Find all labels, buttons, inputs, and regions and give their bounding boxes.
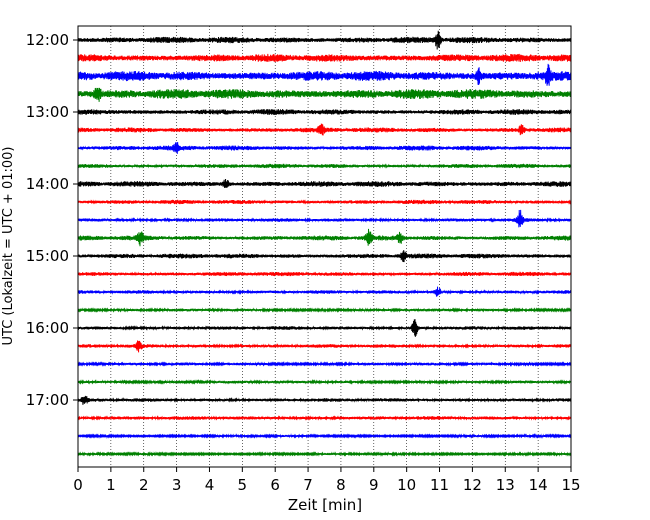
trace-1445 [77,228,572,247]
x-tick-label: 0 [73,476,83,494]
trace-1345 [77,163,572,169]
x-tick-label: 12 [463,476,482,494]
x-tick-label: 14 [529,476,548,494]
trace-1500 [77,250,572,263]
y-tick-label: 15:00 [26,247,69,265]
x-tick-label: 6 [270,476,280,494]
x-tick-label: 1 [106,476,116,494]
trace-1245 [77,87,572,102]
x-tick-label: 2 [139,476,149,494]
trace-1600 [77,319,572,337]
trace-1615 [77,340,572,353]
y-tick-label: 14:00 [26,175,69,193]
x-tick-label: 5 [238,476,248,494]
y-axis-label: UTC (Lokalzeit = UTC + 01:00) [1,147,16,346]
y-axis-ticks: 12:00 13:00 14:00 15:00 16:00 17:00 [26,31,78,409]
trace-1515 [77,271,572,277]
x-axis-label: Zeit [min] [288,496,362,514]
trace-1300 [77,108,572,116]
trace-1200 [77,30,572,50]
y-tick-label: 16:00 [26,319,69,337]
x-tick-label: 8 [336,476,346,494]
trace-group [77,30,572,457]
trace-1545 [77,307,572,313]
trace-1630 [77,361,572,367]
trace-1315 [77,123,572,136]
y-tick-label: 12:00 [26,31,69,49]
trace-1700 [77,395,572,405]
x-axis-ticks: 0 1 2 3 4 5 6 7 8 9 10 11 12 13 14 15 [73,467,581,494]
x-tick-label: 3 [172,476,182,494]
x-tick-label: 7 [303,476,313,494]
x-tick-label: 15 [561,476,580,494]
plot-frame [77,25,572,468]
x-tick-label: 13 [496,476,515,494]
trace-1645 [77,379,572,385]
trace-1430 [77,209,572,228]
trace-1415 [77,199,572,205]
trace-1215 [77,53,572,63]
y-tick-label: 13:00 [26,103,69,121]
x-tick-label: 4 [205,476,215,494]
trace-1230 [77,63,572,86]
trace-1745 [77,451,572,457]
x-tick-label: 11 [430,476,449,494]
x-tick-label: 9 [369,476,379,494]
trace-1730 [77,433,572,439]
y-tick-label: 17:00 [26,391,69,409]
x-tick-label: 10 [397,476,416,494]
trace-1400 [77,178,572,189]
trace-1715 [77,415,572,421]
trace-1330 [77,142,572,154]
trace-1530 [77,286,572,297]
